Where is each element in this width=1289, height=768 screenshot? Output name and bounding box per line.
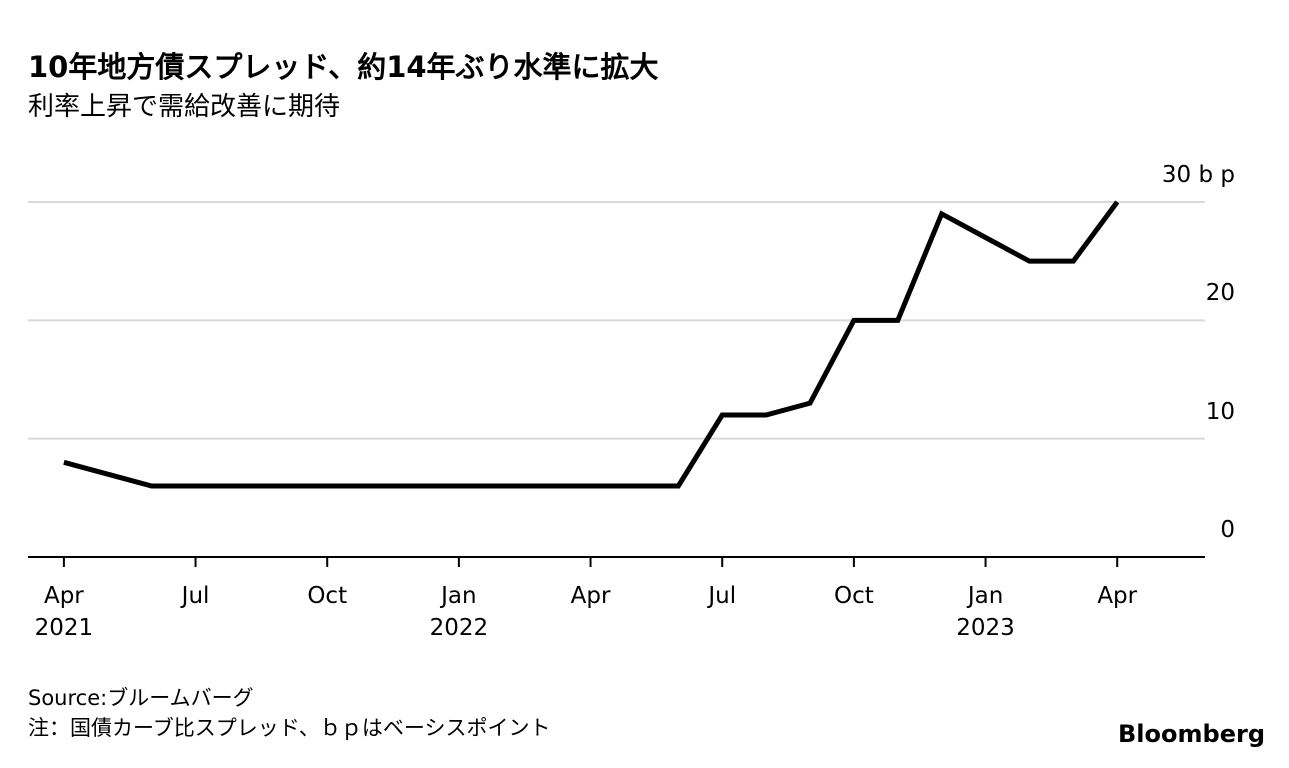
y-tick-label: 20	[1205, 280, 1235, 307]
x-tick-label: Apr	[570, 583, 611, 609]
chart-subtitle: 利率上昇で需給改善に期待	[28, 92, 341, 122]
x-tick-label: Jul	[708, 583, 737, 609]
source: Source:ブルームバーグ	[28, 686, 254, 710]
x-tick-label: Jan 2022	[429, 583, 489, 641]
x-tick-label: Jul	[181, 583, 210, 609]
note: 注：国債カーブ比スプレッド、ｂｐはベーシスポイント	[28, 716, 551, 740]
y-tick-label: 30 b p	[1161, 162, 1235, 188]
x-tick-label: Oct	[833, 583, 874, 609]
data-line	[63, 200, 1120, 489]
chart-title: 10年地方債スプレッド、約14年ぶり水準に拡大	[28, 50, 659, 84]
x-tick-label: Apr 2021	[34, 583, 94, 641]
y-tick-label: 10	[1205, 398, 1235, 425]
x-tick-label: Apr	[1097, 583, 1138, 609]
y-tick-label: 0	[1220, 517, 1235, 543]
brand: Bloomberg	[1118, 720, 1265, 748]
x-tick-label: Jan 2023	[956, 583, 1015, 641]
x-tick-label: Oct	[307, 583, 348, 609]
